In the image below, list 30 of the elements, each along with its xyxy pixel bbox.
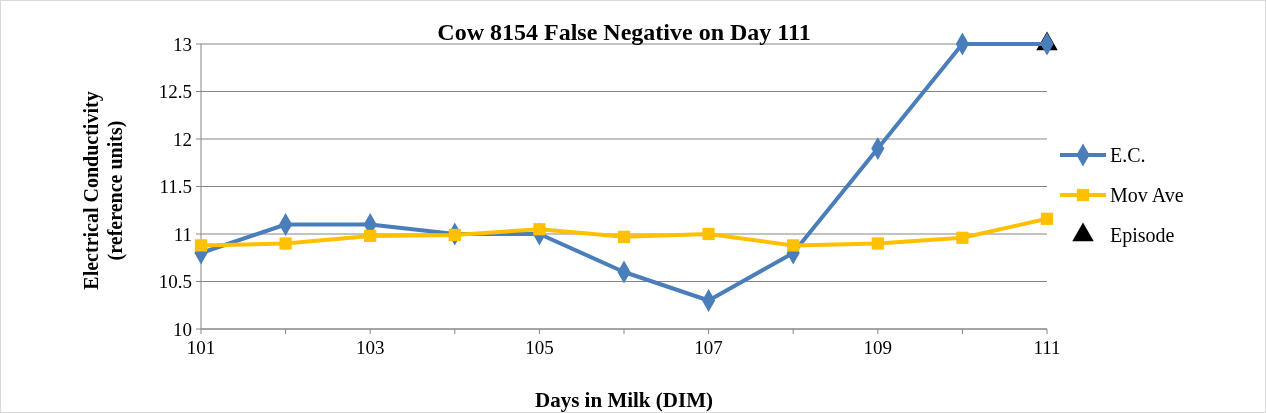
y-tick-label: 11.5 <box>159 176 192 198</box>
x-tick-label: 109 <box>863 337 893 358</box>
x-tick-label: 101 <box>186 337 216 358</box>
x-tick-label: 107 <box>694 337 723 358</box>
point <box>1040 212 1054 225</box>
y-tick-label: 10 <box>173 318 192 340</box>
x-tick-label: 111 <box>1033 337 1061 358</box>
point <box>702 227 715 241</box>
x-tick-label: 103 <box>355 337 385 358</box>
point <box>787 239 800 252</box>
point <box>279 237 292 250</box>
point <box>956 231 969 244</box>
y-tick-label: 11 <box>173 223 192 245</box>
y-tick-label: 12.5 <box>158 81 192 103</box>
y-axis-title: Electrical Conductivity (reference units) <box>80 91 127 290</box>
point <box>871 237 884 250</box>
y-tick-label: 13 <box>173 33 192 55</box>
point <box>448 228 461 242</box>
x-axis-title: Days in Milk (DIM) <box>535 388 713 412</box>
point <box>617 230 631 243</box>
y-tick-label: 10.5 <box>158 271 192 293</box>
chart-title: Cow 8154 False Negative on Day 111 <box>437 19 811 45</box>
y-tick-label: 12 <box>173 128 192 150</box>
point <box>533 223 546 236</box>
legend-label: E.C. <box>1110 144 1146 166</box>
legend-label: Episode <box>1110 224 1175 247</box>
legend-label: Mov Ave <box>1110 184 1184 206</box>
x-tick-label: 105 <box>525 337 554 358</box>
point <box>364 229 377 243</box>
point <box>194 239 208 252</box>
